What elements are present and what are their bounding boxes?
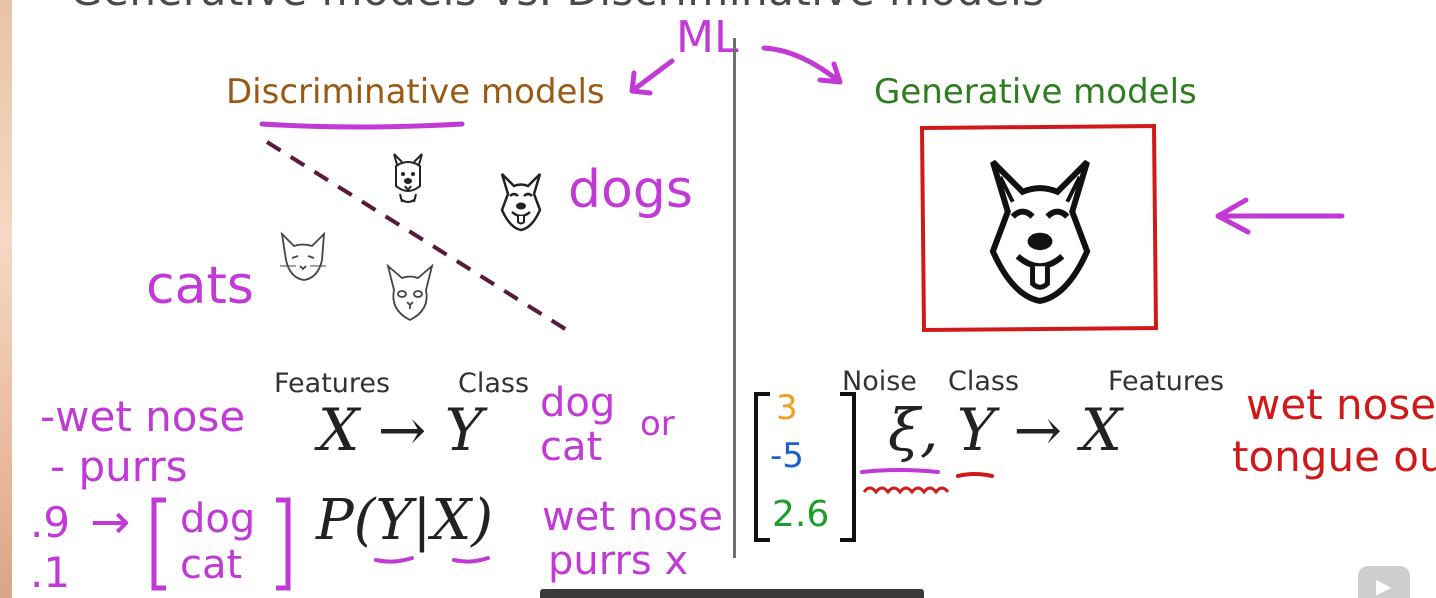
bracket-left: [151, 497, 166, 591]
dogs-annotation: dogs: [568, 160, 693, 220]
features-label: Features: [274, 368, 391, 399]
note-wet-nose: wet nose: [542, 494, 723, 540]
prob-dog: .9: [30, 498, 71, 547]
cats-annotation: cats: [146, 256, 254, 316]
generated-feature-note-1: wet nose: [1246, 380, 1436, 429]
caption-bar: [540, 589, 924, 598]
bracket-cat: cat: [180, 542, 243, 588]
vector-value-1: 3: [776, 388, 798, 428]
answer-cat: cat: [540, 424, 603, 470]
ml-arrow-left-icon: [629, 58, 675, 96]
decision-boundary: [265, 140, 572, 334]
noise-underline: [860, 468, 994, 495]
play-button[interactable]: ▶: [1358, 566, 1410, 598]
class-label: Class: [458, 368, 530, 399]
cat-icon: [280, 231, 326, 281]
vector-value-3: 2.6: [772, 494, 830, 535]
husky-icon: [500, 173, 542, 232]
husky-large-icon: [989, 159, 1091, 304]
generated-feature-note-2: tongue out: [1232, 432, 1436, 481]
class-label-generative: Class: [948, 366, 1020, 397]
discriminative-heading: Discriminative models: [226, 72, 605, 112]
generative-mapping: ξ, Y → X: [888, 396, 1122, 464]
vector-value-2: -5: [770, 436, 804, 476]
ml-annotation: ML: [676, 12, 739, 63]
generated-image-box: [919, 123, 1159, 333]
center-divider: [733, 38, 736, 558]
ml-arrow-right-icon: [761, 45, 843, 85]
probability-expression: P(Y|X): [316, 488, 494, 553]
background-edge: [0, 0, 12, 598]
discriminative-mapping: X → Y: [318, 396, 484, 464]
pointing-arrow-icon: [1215, 197, 1345, 235]
probability-underline: [374, 556, 490, 564]
generative-heading: Generative models: [874, 72, 1197, 112]
bracket-dog: dog: [180, 496, 256, 542]
play-icon: ▶: [1376, 574, 1392, 598]
cat-icon: [386, 263, 434, 322]
prob-cat: .1: [30, 548, 71, 597]
feature-note-wet-nose: -wet nose: [40, 392, 246, 441]
prob-arrow: →: [90, 494, 131, 550]
feature-note-purrs: - purrs: [50, 442, 188, 491]
slide-title: Generative models vs. Discriminative mod…: [70, 0, 1045, 15]
features-label-generative: Features: [1108, 366, 1225, 397]
vector-bracket: [754, 392, 856, 542]
heading-underline: [259, 121, 465, 130]
note-purrs: purrs x: [548, 538, 689, 584]
noise-label: Noise: [842, 366, 917, 397]
answer-or: or: [640, 404, 675, 444]
dog-icon: [393, 153, 423, 203]
bracket-right: [276, 497, 291, 591]
answer-dog: dog: [540, 380, 616, 426]
